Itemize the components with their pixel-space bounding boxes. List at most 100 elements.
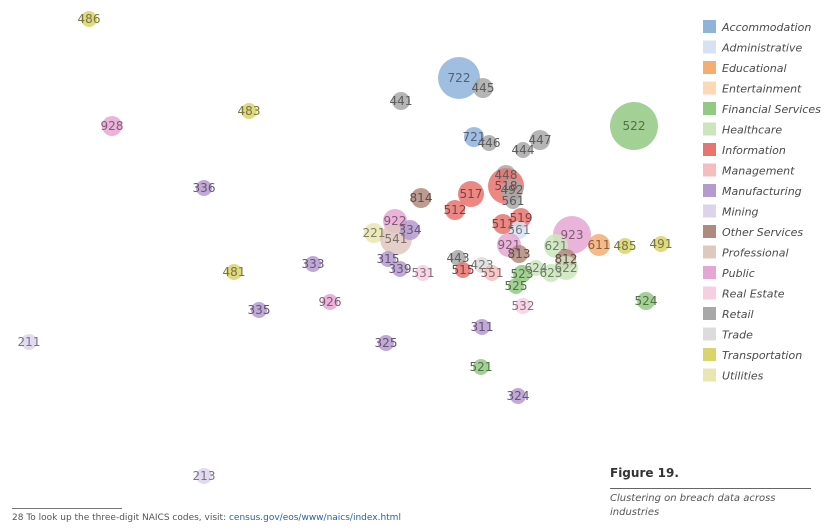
bubble-label-926-50: 926 bbox=[319, 295, 342, 309]
legend-label-6: Information bbox=[722, 144, 786, 157]
bubble-label-524-48: 524 bbox=[635, 294, 658, 308]
legend-label-0: Accommodation bbox=[721, 21, 811, 34]
bubble-label-324-56: 324 bbox=[507, 389, 530, 403]
legend-swatch-17 bbox=[703, 368, 716, 382]
bubble-441-3 bbox=[392, 92, 410, 110]
bubble-511-21 bbox=[493, 214, 513, 234]
bubble-531-42 bbox=[415, 265, 431, 281]
bubble-label-532-49: 532 bbox=[512, 299, 535, 313]
legend-swatch-10 bbox=[703, 225, 716, 238]
bubble-label-511-21: 511 bbox=[492, 217, 515, 231]
legend-swatch-13 bbox=[703, 286, 716, 300]
bubble-339-36 bbox=[392, 261, 408, 277]
bubble-335-51 bbox=[251, 302, 267, 318]
bubble-624-45 bbox=[528, 260, 544, 276]
bubble-label-444-10: 444 bbox=[512, 143, 535, 157]
bubble-551-43 bbox=[484, 265, 500, 281]
legend-label-5: Healthcare bbox=[722, 124, 782, 137]
bubble-label-213-57: 213 bbox=[193, 469, 216, 483]
legend-swatch-0 bbox=[703, 20, 716, 33]
bubble-483-5 bbox=[241, 103, 257, 119]
bubble-label-522-4: 522 bbox=[623, 119, 646, 133]
legend-label-10: Other Services bbox=[722, 226, 803, 239]
bubble-517-13 bbox=[458, 181, 484, 207]
legend: Accommodation Administrative Educational En… bbox=[703, 20, 821, 383]
bubble-532-49 bbox=[515, 298, 531, 314]
legend-label-12: Public bbox=[722, 267, 755, 280]
legend-label-15: Trade bbox=[722, 329, 753, 342]
bubble-label-531-42: 531 bbox=[412, 266, 435, 280]
bubble-label-311-52: 311 bbox=[471, 320, 494, 334]
bubble-label-921-31: 921 bbox=[498, 238, 521, 252]
bubble-label-561-16: 561 bbox=[502, 194, 525, 208]
bubble-721-7 bbox=[464, 127, 484, 147]
legend-swatch-14 bbox=[703, 307, 716, 320]
bubble-315-35 bbox=[380, 251, 396, 267]
legend-swatch-15 bbox=[703, 327, 716, 341]
bubble-label-525-47: 525 bbox=[505, 279, 528, 293]
footnote-text: 28 To look up the three-digit NAICS code… bbox=[12, 513, 229, 523]
bubble-label-325-54: 325 bbox=[375, 336, 398, 350]
bubble-324-56 bbox=[510, 388, 526, 404]
legend-swatch-2 bbox=[703, 61, 716, 74]
bubble-label-561-22: 561 bbox=[508, 223, 531, 237]
legend-swatch-12 bbox=[703, 266, 716, 279]
bubble-213-57 bbox=[196, 468, 212, 484]
legend-swatch-8 bbox=[703, 184, 716, 197]
bubble-label-447-9: 447 bbox=[529, 133, 552, 147]
bubble-label-622-34: 622 bbox=[555, 261, 578, 275]
bubble-label-813-32: 813 bbox=[508, 247, 531, 261]
legend-label-11: Professional bbox=[722, 247, 789, 260]
bubble-label-445-2: 445 bbox=[472, 81, 495, 95]
bubble-label-623-46: 623 bbox=[540, 266, 563, 280]
bubble-label-423-40: 423 bbox=[471, 258, 494, 272]
bubble-481-38 bbox=[226, 264, 242, 280]
bubble-label-441-3: 441 bbox=[390, 94, 413, 108]
bubble-334-25 bbox=[400, 220, 420, 240]
bubble-label-336-11: 336 bbox=[193, 181, 216, 195]
bubble-label-523-44: 523 bbox=[511, 267, 534, 281]
legend-label-16: Transportation bbox=[722, 349, 802, 362]
bubble-label-518-14: 518 bbox=[495, 179, 518, 193]
legend-label-8: Manufacturing bbox=[722, 185, 802, 198]
legend-label-14: Retail bbox=[722, 308, 754, 321]
bubble-525-47 bbox=[508, 278, 524, 294]
legend-label-9: Mining bbox=[722, 206, 759, 219]
bubble-label-814-17: 814 bbox=[410, 191, 433, 205]
bubble-label-481-38: 481 bbox=[223, 265, 246, 279]
bubble-label-492-15: 492 bbox=[501, 183, 524, 197]
bubble-label-551-43: 551 bbox=[481, 266, 504, 280]
bubble-486-0 bbox=[81, 11, 97, 27]
legend-swatch-7 bbox=[703, 163, 716, 177]
bubble-814-17 bbox=[411, 188, 431, 208]
bubble-label-541-24: 541 bbox=[385, 232, 408, 246]
bubble-521-55 bbox=[473, 359, 489, 375]
legend-label-4: Financial Services bbox=[722, 103, 821, 116]
bubble-445-2 bbox=[473, 78, 493, 98]
bubble-label-221-23: 221 bbox=[363, 226, 386, 240]
bubble-561-16 bbox=[505, 193, 521, 209]
bubble-label-721-7: 721 bbox=[463, 130, 486, 144]
bubble-label-486-0: 486 bbox=[78, 12, 101, 26]
legend-label-3: Entertainment bbox=[722, 83, 802, 96]
bubble-label-512-18: 512 bbox=[444, 203, 467, 217]
bubble-333-37 bbox=[305, 256, 321, 272]
bubble-336-11 bbox=[196, 180, 212, 196]
figure-title: Figure 19. bbox=[610, 466, 679, 480]
bubble-446-8 bbox=[481, 135, 497, 151]
bubble-444-10 bbox=[515, 142, 531, 158]
bubble-722-1 bbox=[438, 57, 480, 99]
bubble-label-334-25: 334 bbox=[399, 223, 422, 237]
bubble-211-53 bbox=[21, 334, 37, 350]
bubble-926-50 bbox=[322, 294, 338, 310]
legend-label-2: Educational bbox=[722, 62, 787, 75]
bubble-label-611-28: 611 bbox=[588, 238, 611, 252]
bubble-512-18 bbox=[445, 200, 465, 220]
bubble-label-483-5: 483 bbox=[238, 104, 261, 118]
footnote-link[interactable]: census.gov/eos/www/naics/index.html bbox=[228, 513, 401, 523]
bubble-515-41 bbox=[455, 262, 471, 278]
footnote: 28 To look up the three-digit NAICS code… bbox=[12, 513, 401, 523]
bubble-label-448-12: 448 bbox=[495, 168, 518, 182]
bubble-label-519-20: 519 bbox=[510, 211, 533, 225]
footnote-divider bbox=[12, 508, 122, 509]
